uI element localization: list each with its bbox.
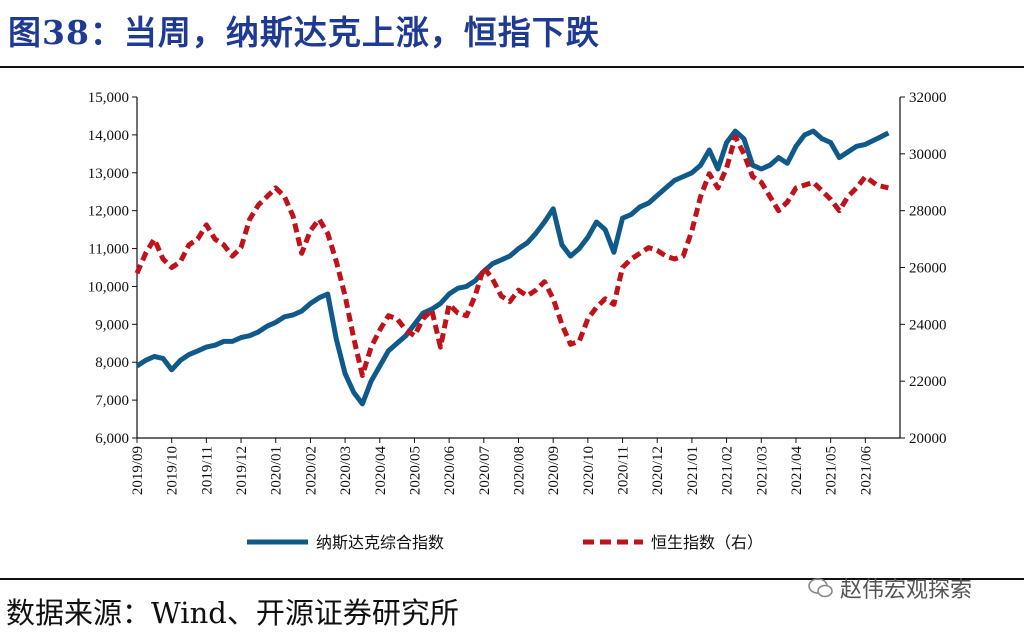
x-tick-label: 2020/05 [407, 446, 423, 495]
x-tick-label: 2021/03 [754, 446, 770, 495]
figure-title: 图38：当周，纳斯达克上涨，恒指下跌 [8, 13, 600, 52]
y-left-tick-label: 8,000 [95, 355, 129, 371]
y-left-tick-label: 9,000 [95, 317, 129, 333]
x-tick-label: 2020/08 [512, 446, 528, 495]
y-right-tick-label: 30000 [909, 147, 947, 163]
y-right-tick-label: 22000 [909, 374, 947, 390]
x-tick-label: 2020/02 [303, 446, 319, 495]
y-left-tick-label: 12,000 [88, 204, 129, 220]
y-left-tick-label: 11,000 [88, 242, 129, 258]
y-right-tick-label: 24000 [909, 317, 947, 333]
watermark: 赵伟宏观探索 [808, 572, 972, 604]
x-tick-label: 2020/10 [581, 446, 597, 495]
x-tick-label: 2021/06 [858, 446, 874, 496]
x-tick-label: 2021/01 [685, 446, 701, 495]
y-left-tick-label: 10,000 [88, 279, 129, 295]
source-note: 数据来源：Wind、开源证券研究所 [6, 596, 459, 630]
x-tick-label: 2019/11 [199, 446, 215, 495]
x-tick-label: 2020/03 [338, 446, 354, 495]
watermark-text: 赵伟宏观探索 [840, 578, 973, 603]
x-tick-label: 2021/04 [789, 446, 805, 496]
top-rule [0, 66, 1024, 68]
y-left-tick-label: 14,000 [88, 128, 129, 144]
y-right-tick-label: 20000 [909, 431, 947, 447]
nasdaq-series-line [135, 128, 890, 407]
x-tick-label: 2019/10 [165, 446, 181, 495]
bottom-rule [0, 578, 1024, 580]
x-tick-label: 2019/09 [130, 446, 146, 495]
chart-legend: 纳斯达克综合指数 恒生指数（右） [247, 533, 763, 552]
x-tick-label: 2020/01 [269, 446, 285, 495]
line-chart: 6,000 7,000 8,000 9,000 10,000 11,000 12,000 13… [88, 90, 947, 552]
y-right-tick-label: 32000 [909, 90, 947, 106]
x-tick-label: 2020/07 [477, 446, 493, 496]
x-tick-label: 2021/05 [824, 446, 840, 495]
x-tick-label: 2021/02 [720, 446, 736, 495]
x-tick-label: 2020/06 [442, 446, 458, 496]
x-tick-label: 2020/12 [650, 446, 666, 495]
legend-label: 恒生指数（右） [651, 533, 763, 552]
chart-series-layer [134, 128, 890, 407]
y-left-tick-label: 13,000 [88, 166, 129, 182]
x-tick-label: 2020/04 [373, 446, 389, 496]
y-left-tick-label: 6,000 [95, 431, 129, 447]
legend-label: 纳斯达克综合指数 [316, 533, 444, 552]
x-tick-label: 2019/12 [234, 446, 250, 495]
y-right-tick-label: 28000 [909, 204, 947, 220]
y-right-tick-label: 26000 [909, 261, 947, 277]
hsi-series-line [134, 134, 889, 378]
x-tick-label: 2020/09 [546, 446, 562, 495]
chart-axes: 6,000 7,000 8,000 9,000 10,000 11,000 12,000 13… [88, 90, 947, 495]
x-tick-label: 2020/11 [616, 446, 632, 495]
y-left-tick-label: 15,000 [88, 90, 129, 106]
y-left-tick-label: 7,000 [95, 393, 129, 409]
wechat-icon [808, 578, 833, 598]
